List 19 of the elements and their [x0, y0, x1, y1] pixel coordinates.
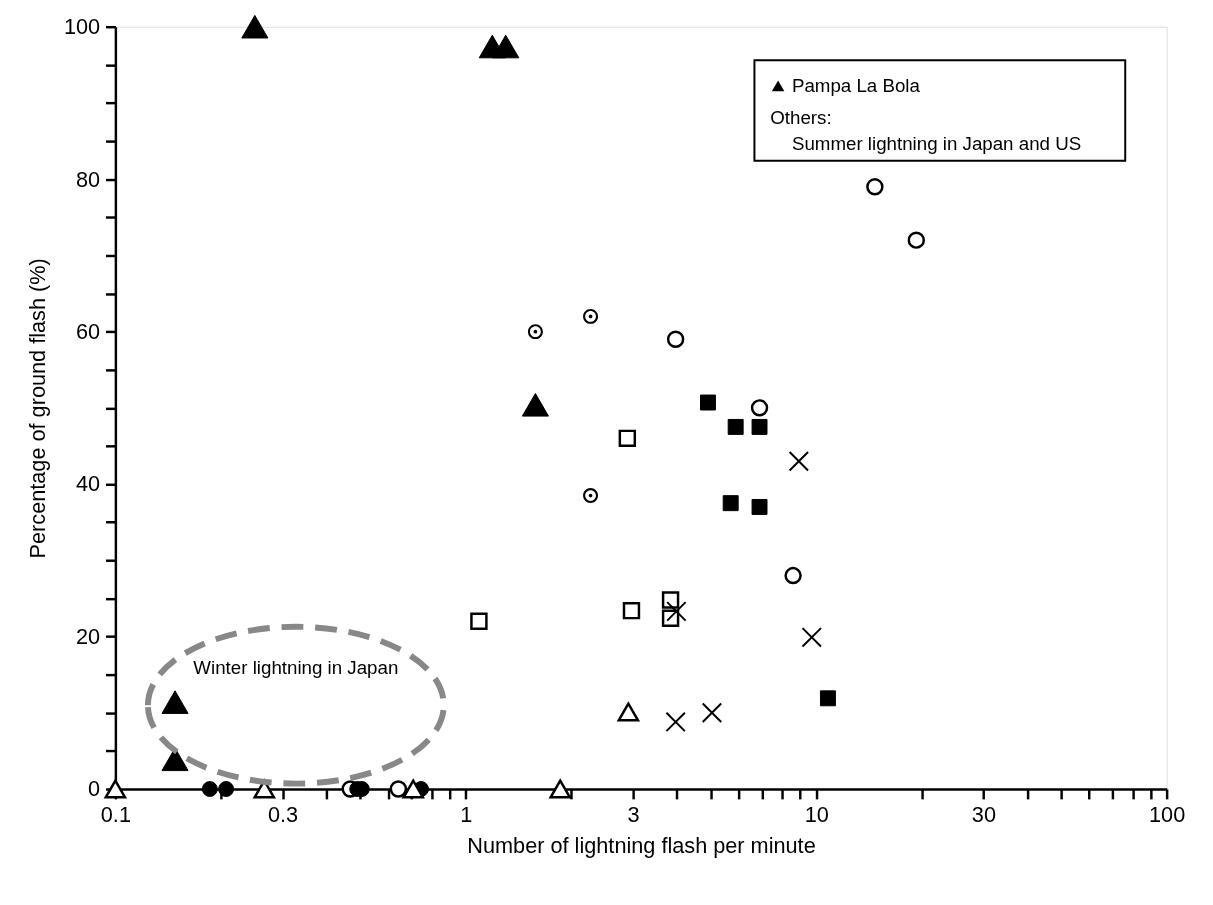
y-tick-label: 0: [88, 776, 101, 802]
annotation: Winter lightning in Japan: [193, 656, 399, 678]
y-tick-label: 20: [75, 623, 101, 649]
y-tick-label: 100: [63, 14, 101, 40]
x-tick-label: 0.3: [267, 802, 299, 828]
x-tick-label: 10: [804, 802, 829, 828]
x-tick-label: 3: [627, 802, 640, 828]
x-tick-label: 100: [1149, 802, 1186, 828]
y-tick-label: 40: [75, 471, 101, 497]
annotation: Summer lightning in Japan and US: [791, 132, 1082, 154]
x-tick-label: 30: [971, 802, 996, 828]
legend-label: Pampa La Bola: [791, 74, 921, 96]
y-tick-label: 60: [75, 319, 101, 345]
x-axis-title: Number of lightning flash per minute: [467, 832, 816, 858]
annotation: Others:: [770, 107, 832, 129]
y-axis-title: Percentage of ground flash (%): [25, 258, 51, 559]
x-tick-label: 1: [460, 802, 473, 828]
y-tick-label: 80: [75, 166, 101, 192]
x-tick-label: 0.1: [100, 802, 131, 828]
